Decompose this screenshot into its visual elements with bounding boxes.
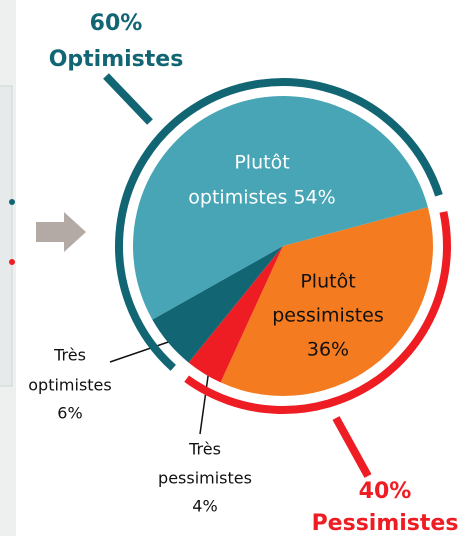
pie-slice xyxy=(152,246,283,363)
slice-label: 4% xyxy=(192,497,217,516)
slice-label: Plutôt xyxy=(234,152,289,174)
arrow xyxy=(36,212,86,252)
dot xyxy=(9,259,15,265)
group-arc xyxy=(115,78,443,371)
pie-slice xyxy=(188,246,283,383)
group-leader xyxy=(332,416,372,478)
group-name: Pessimistes xyxy=(312,511,459,536)
pie-slice xyxy=(220,207,433,396)
side-box xyxy=(0,85,13,387)
slice-label: 6% xyxy=(57,404,82,423)
slice-label: 36% xyxy=(307,339,349,361)
group-leader xyxy=(103,73,153,125)
group-arc xyxy=(184,211,451,414)
slice-label: Très xyxy=(53,346,86,365)
slice-label: Plutôt xyxy=(300,271,355,293)
pie-slice xyxy=(133,96,428,320)
group-value: 60% xyxy=(90,11,143,36)
slice-label: optimistes 54% xyxy=(188,187,335,209)
slice-label: pessimistes xyxy=(272,305,384,327)
slice-label: pessimistes xyxy=(158,469,252,488)
group-value: 40% xyxy=(359,479,412,504)
group-name: Optimistes xyxy=(49,47,184,72)
slice-label: optimistes xyxy=(28,376,111,395)
slice-label: Très xyxy=(188,440,221,459)
dot xyxy=(9,199,15,205)
